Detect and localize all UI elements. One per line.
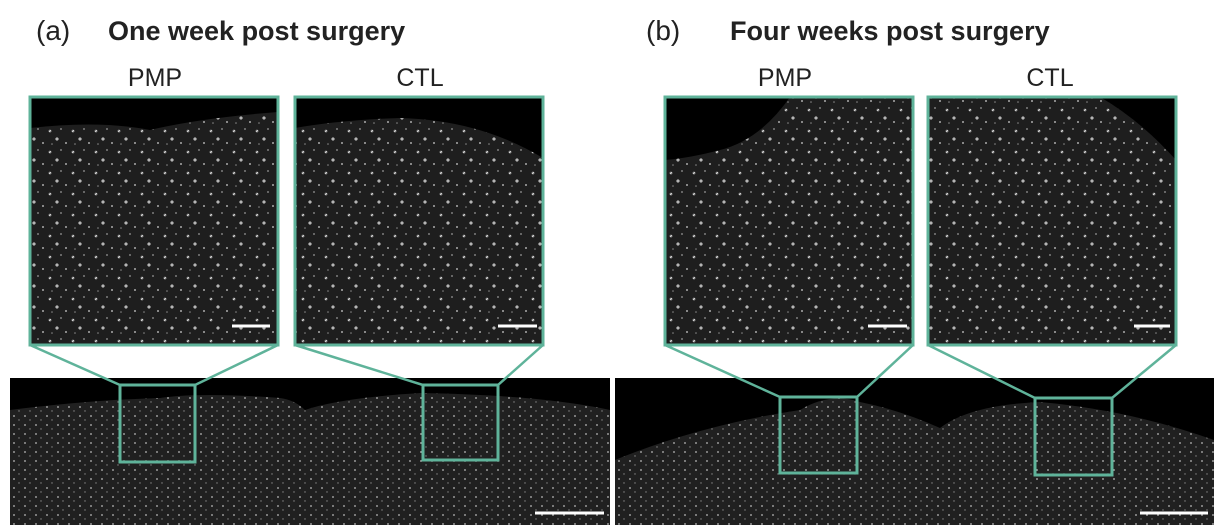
panel-title: One week post surgery [108,16,405,46]
inset-label: PMP [758,64,812,92]
inset-label: CTL [1026,64,1073,92]
inset-label: CTL [396,64,443,92]
panel-label: (b) [646,15,680,46]
panel-title: Four weeks post surgery [730,16,1050,46]
panel-label: (a) [36,15,70,46]
inset-label: PMP [128,64,182,92]
figure: (a) One week post surgery PMP CTL (b) Fo… [0,0,1214,525]
inset-image [30,97,278,345]
inset-image [928,97,1176,345]
